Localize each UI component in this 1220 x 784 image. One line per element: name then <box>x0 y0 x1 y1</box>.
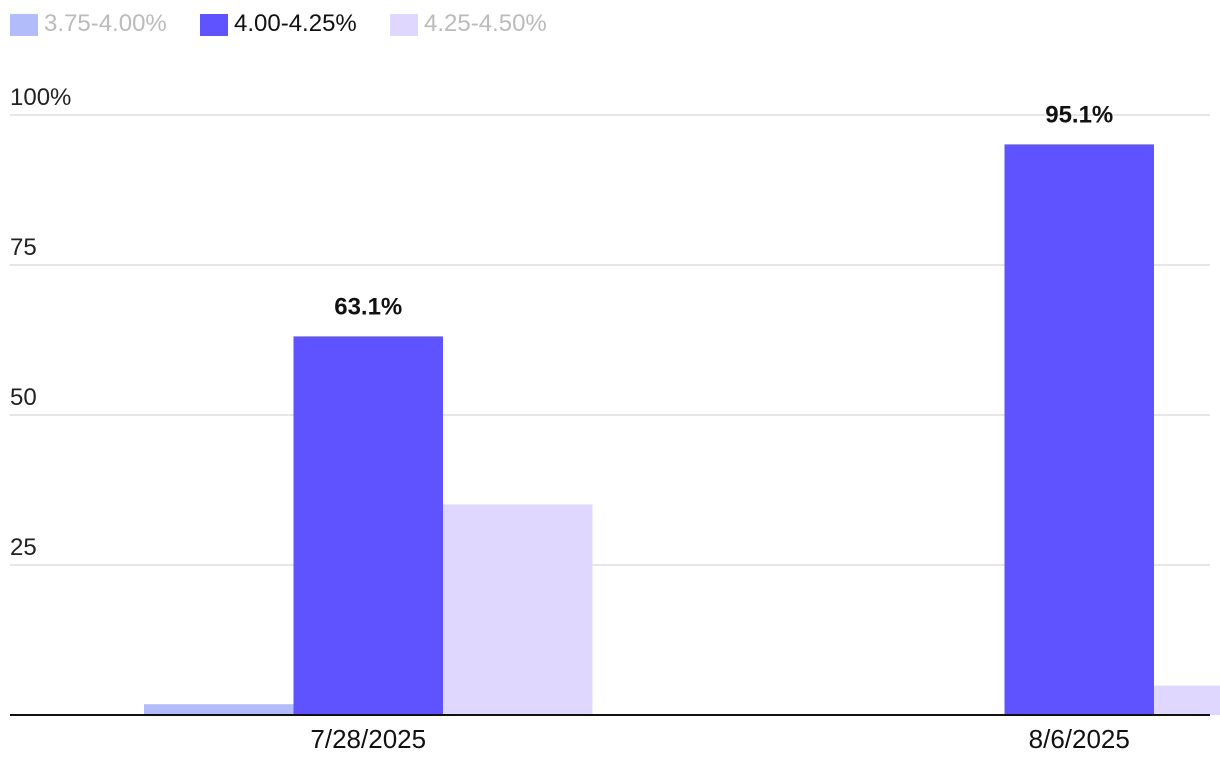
gridlines: 25 50 75 100% <box>10 84 1210 566</box>
data-labels: 63.1% 95.1% <box>334 101 1113 320</box>
bars <box>144 144 1220 715</box>
y-tick-label: 100% <box>10 84 71 111</box>
legend-swatch <box>10 14 38 36</box>
legend-label: 3.75-4.00% <box>44 10 167 37</box>
x-tick-label: 8/6/2025 <box>1029 724 1130 754</box>
bar <box>1154 685 1220 715</box>
x-axis: 7/28/2025 8/6/2025 <box>10 714 1210 754</box>
legend-swatch <box>200 14 228 36</box>
legend-item: 3.75-4.00% <box>10 10 167 37</box>
data-label: 95.1% <box>1045 101 1113 128</box>
bar <box>1004 144 1154 715</box>
legend: 3.75-4.00% 4.00-4.25% 4.25-4.50% <box>10 10 547 37</box>
legend-swatch <box>390 14 418 36</box>
x-tick-label: 7/28/2025 <box>310 724 426 754</box>
y-tick-label: 75 <box>10 234 37 261</box>
bar <box>144 704 294 715</box>
legend-label: 4.00-4.25% <box>234 10 357 37</box>
y-tick-label: 25 <box>10 534 37 561</box>
legend-label: 4.25-4.50% <box>424 10 547 37</box>
legend-item: 4.00-4.25% <box>200 10 357 37</box>
legend-item: 4.25-4.50% <box>390 10 547 37</box>
bar <box>293 336 443 715</box>
bar <box>443 504 593 715</box>
y-tick-label: 50 <box>10 384 37 411</box>
data-label: 63.1% <box>334 293 402 320</box>
